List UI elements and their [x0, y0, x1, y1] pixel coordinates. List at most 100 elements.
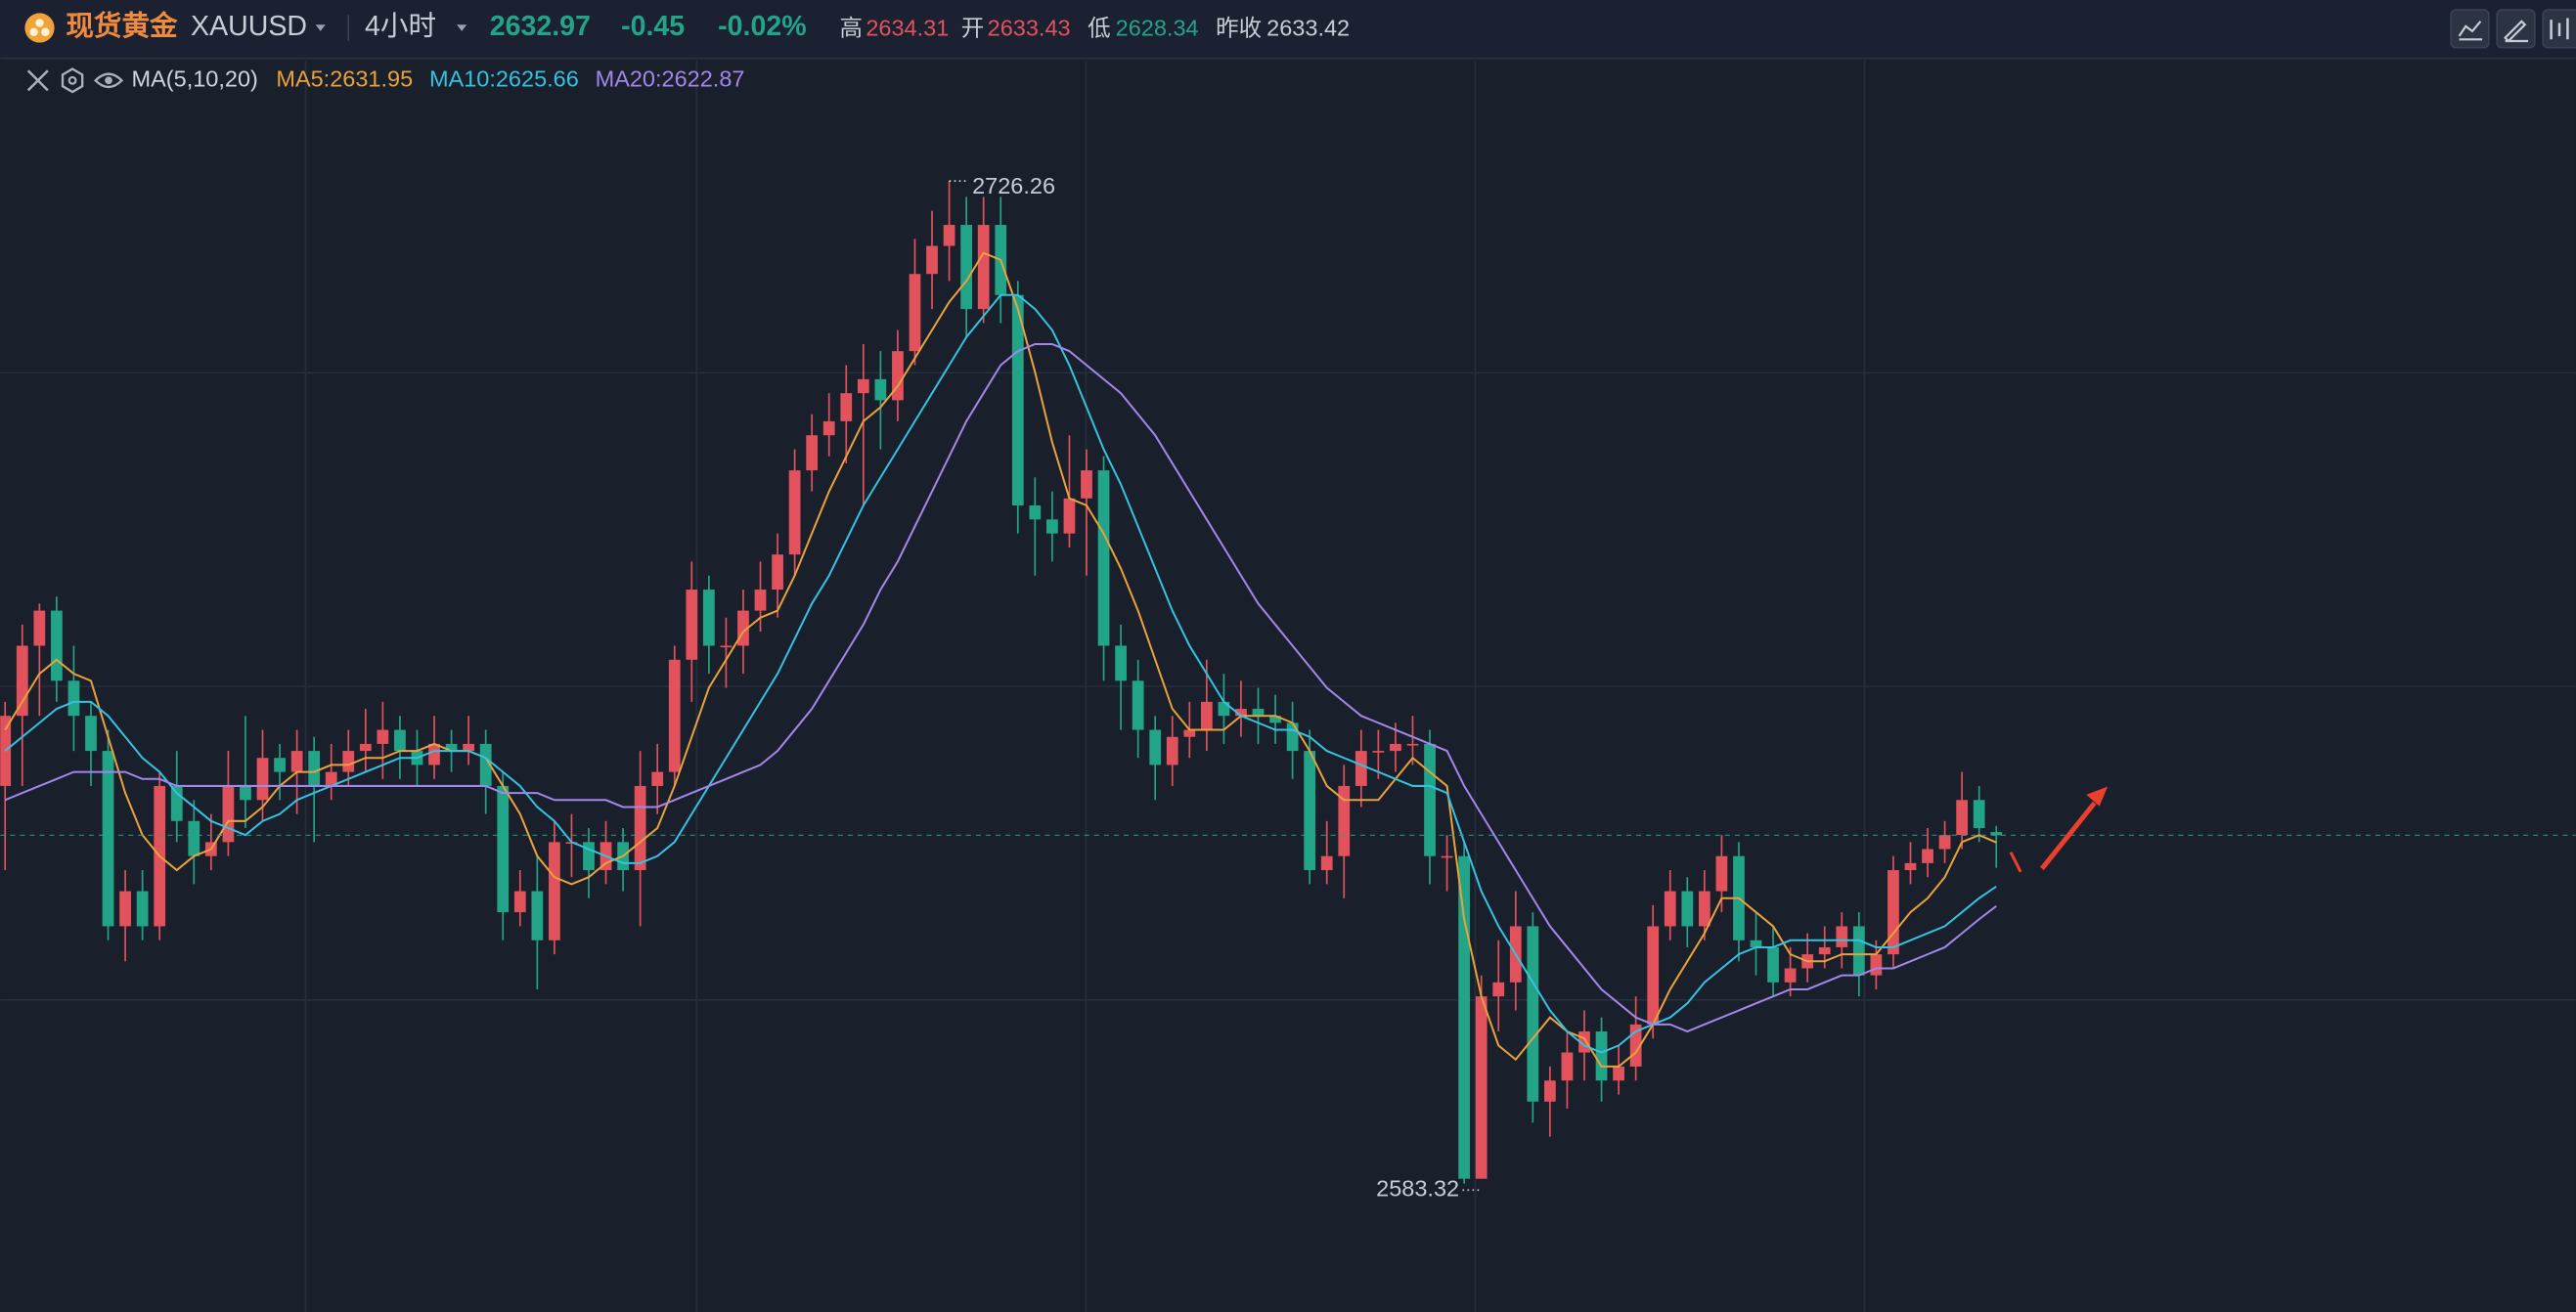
candle-body — [1132, 680, 1144, 730]
interval[interactable]: 4小时 — [365, 11, 436, 42]
price: 2632.97 — [490, 11, 591, 42]
instrument-symbol[interactable]: XAUUSD — [191, 11, 307, 42]
candle-body — [342, 751, 355, 772]
candle-body — [874, 378, 887, 401]
candle-body — [1818, 946, 1831, 955]
candle-body — [1904, 862, 1917, 871]
candle-body — [136, 891, 149, 927]
candle-body — [1424, 743, 1436, 856]
candle-body — [772, 554, 783, 590]
annotation-arrow-tail — [2009, 852, 2022, 873]
candle-body — [977, 225, 990, 310]
low-label: 2583.32 — [1376, 1175, 1459, 1201]
candle-body — [85, 716, 97, 752]
candle-body — [256, 758, 269, 801]
indicator-label: MA(5,10,20) — [132, 66, 258, 92]
candle-body — [1286, 722, 1299, 752]
candle-body — [857, 378, 869, 394]
settings-icon[interactable] — [61, 67, 84, 94]
candle-body — [394, 729, 406, 752]
candle-body — [1304, 751, 1316, 871]
candle-body — [1390, 743, 1401, 752]
candle-body — [428, 743, 440, 765]
candle-body — [119, 891, 131, 927]
candle-body — [1235, 709, 1247, 717]
candle-body — [513, 891, 526, 913]
legend-entry: MA10:2625.66 — [429, 66, 579, 92]
ma-line — [4, 293, 1997, 1054]
legend-entry: MA5:2631.95 — [276, 66, 413, 92]
candle-body — [1115, 645, 1127, 681]
candle-body — [634, 785, 646, 871]
candle-body — [1595, 1031, 1608, 1081]
candle-body — [926, 245, 938, 275]
candle-body — [1715, 855, 1728, 892]
candle-body — [290, 751, 303, 772]
visibility-icon-pupil — [105, 76, 112, 85]
candle-body — [1888, 870, 1899, 955]
stat-label: 低 — [1088, 15, 1111, 40]
candle-body — [943, 225, 955, 246]
candle-body — [274, 758, 286, 772]
tool-icon — [2504, 20, 2529, 43]
high-label: 2726.26 — [972, 173, 1055, 198]
candle-body — [1166, 736, 1178, 765]
candle-body — [909, 274, 921, 352]
candle-body — [1269, 716, 1281, 723]
logo-dot — [29, 27, 38, 36]
candle-body — [1183, 729, 1196, 737]
candle-body — [651, 771, 664, 786]
dropdown-icon[interactable] — [457, 24, 467, 31]
candle-body — [497, 785, 510, 913]
candle-body — [33, 610, 46, 646]
candle-body — [737, 610, 749, 646]
candle-body — [445, 743, 458, 752]
candle-body — [1922, 849, 1933, 863]
legend-entry: MA20:2622.87 — [596, 66, 745, 92]
dropdown-icon[interactable] — [315, 24, 326, 31]
stat-value: 2633.43 — [988, 15, 1071, 40]
candle-body — [1784, 968, 1797, 983]
candle-body — [822, 420, 835, 436]
instrument-name: 现货黄金 — [66, 10, 178, 42]
logo-dot — [35, 19, 44, 27]
candle-body — [308, 751, 321, 786]
candle-body — [1990, 832, 2003, 836]
candle-body — [67, 680, 80, 717]
candle-body — [1613, 1066, 1624, 1081]
candle-body — [531, 891, 544, 940]
settings-icon-center — [67, 75, 77, 85]
candle-body — [1852, 926, 1865, 976]
candle-body — [1320, 855, 1333, 871]
tool-icon — [2458, 21, 2483, 41]
candle-body — [1698, 891, 1710, 927]
stat-label: 昨收 — [1216, 15, 1262, 40]
candle-body — [1527, 926, 1539, 1102]
candle-body — [806, 435, 819, 471]
candle-body — [1355, 751, 1367, 786]
candle-body — [240, 785, 251, 801]
logo-dot — [41, 27, 50, 36]
candle-body — [1664, 891, 1676, 927]
candle-body — [1097, 470, 1110, 646]
candle-body — [1767, 946, 1779, 983]
candle-body — [549, 842, 560, 940]
candle-body — [325, 771, 337, 786]
candle-body — [102, 751, 114, 927]
candle-body — [170, 785, 183, 821]
candle-body — [892, 351, 904, 401]
candle-body — [1149, 729, 1162, 765]
candle-body — [788, 470, 801, 555]
candle-body — [1836, 926, 1848, 947]
visibility-icon[interactable] — [93, 72, 124, 89]
candle-body — [1938, 835, 1951, 850]
candle-body — [359, 743, 372, 752]
candle-body — [583, 842, 595, 871]
candle-body — [720, 645, 733, 648]
grid — [0, 61, 2576, 1312]
candle-body — [1578, 1031, 1590, 1053]
close-icon[interactable] — [26, 69, 49, 92]
candle-body — [1750, 940, 1762, 947]
